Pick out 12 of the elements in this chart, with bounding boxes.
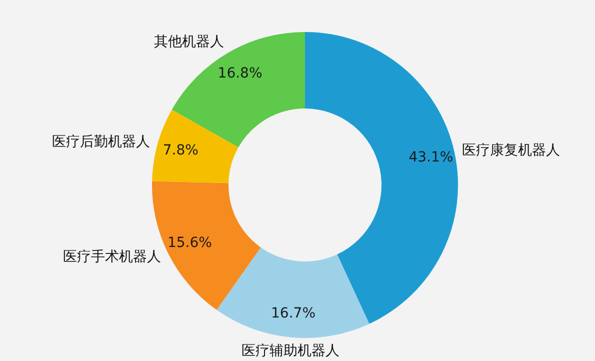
- slice-label: 医疗手术机器人: [63, 249, 162, 266]
- data-label: 15.6%: [167, 234, 212, 251]
- data-label: 16.8%: [218, 66, 262, 82]
- donut-slice: [216, 247, 370, 338]
- data-label: 16.7%: [271, 305, 316, 322]
- slice-label: 医疗后勤机器人: [52, 134, 150, 150]
- donut-slice: [152, 110, 238, 184]
- data-label: 7.8%: [162, 142, 198, 159]
- slice-label: 其他机器人: [154, 34, 224, 50]
- slice-label: 医疗辅助机器人: [241, 342, 340, 359]
- slice-label: 医疗康复机器人: [462, 142, 560, 158]
- data-label: 43.1%: [408, 149, 454, 166]
